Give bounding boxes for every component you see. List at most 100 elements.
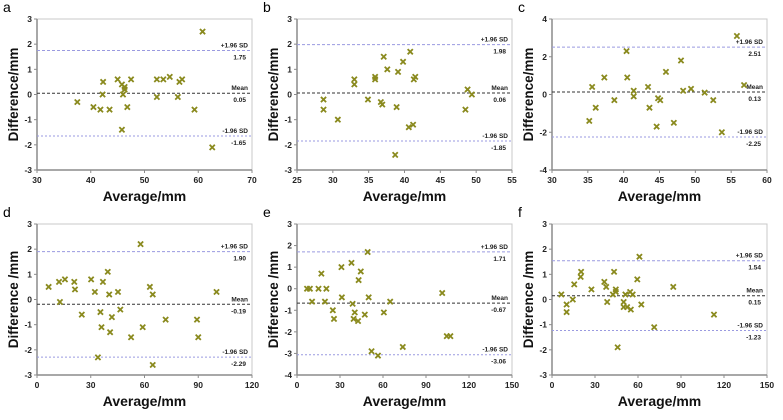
data-point-x-marker (160, 76, 167, 83)
data-point-x-marker (114, 76, 121, 83)
panel-c: c -4 -2 0 2 4 30 35 40 45 50 55 60 Average/mm Differen… (518, 0, 772, 204)
data-point-x-marker (677, 57, 685, 64)
x-tick-label: 150 (760, 380, 774, 390)
x-tick-label: 30 (328, 175, 338, 185)
x-tick-label: 40 (619, 175, 629, 185)
data-point-x-marker (124, 103, 131, 111)
panel-letter: c (518, 0, 525, 15)
data-point-x-marker (106, 106, 113, 113)
data-point-x-marker (603, 298, 611, 306)
data-point-x-marker (374, 352, 382, 359)
x-tick-label: 40 (400, 175, 410, 185)
x-tick-label: 90 (421, 380, 431, 390)
y-tick-label: 3 (27, 14, 32, 24)
data-point-x-marker (320, 96, 327, 103)
data-point-x-marker (45, 283, 52, 291)
data-point-x-marker (462, 106, 469, 113)
y-tick-label: -2 (539, 345, 547, 355)
data-point-x-marker (563, 308, 570, 316)
data-point-x-marker (213, 288, 220, 296)
data-point-x-marker (117, 306, 124, 313)
x-tick-label: 60 (633, 380, 643, 390)
data-point-x-marker (56, 298, 64, 306)
x-tick-label: 90 (194, 380, 204, 390)
data-point-x-marker (393, 103, 400, 111)
y-tick-label: -2 (24, 345, 32, 355)
data-point-x-marker (687, 85, 695, 93)
mean-label: Mean (491, 295, 508, 302)
data-point-x-marker (710, 96, 717, 104)
panel-letter: b (263, 0, 271, 15)
data-point-x-marker (371, 76, 379, 83)
x-tick-label: 30 (590, 380, 600, 390)
data-point-x-marker (195, 334, 202, 341)
y-tick-label: -3 (24, 370, 32, 380)
data-point-x-marker (380, 309, 388, 316)
data-point-x-marker (99, 278, 107, 286)
data-point-x-marker (338, 263, 345, 271)
x-tick-label: 60 (194, 175, 204, 185)
upper-limit-label: +1.96 SD (736, 39, 764, 46)
data-point-x-marker (629, 291, 636, 298)
data-point-x-marker (149, 361, 156, 369)
x-axis-label: Average/mm (103, 188, 187, 204)
data-point-x-marker (199, 28, 206, 35)
data-point-x-marker (108, 313, 116, 321)
data-point-x-marker (98, 323, 105, 331)
data-point-x-marker (740, 81, 748, 89)
x-tick-label: 45 (436, 175, 446, 185)
data-point-x-marker (364, 96, 372, 103)
data-point-x-marker (611, 96, 618, 104)
data-point-x-marker (74, 98, 81, 106)
y-tick-label: 4 (542, 14, 547, 24)
data-point-x-marker (623, 47, 630, 55)
y-tick-label: -1 (284, 115, 292, 125)
data-point-x-marker (162, 316, 169, 323)
y-tick-label: 1 (542, 269, 547, 279)
data-point-x-marker (563, 301, 570, 308)
x-tick-label: 50 (140, 175, 150, 185)
x-tick-label: 35 (583, 175, 593, 185)
y-tick-label: -4 (284, 370, 292, 380)
data-point-x-marker (679, 87, 687, 94)
y-tick-label: 2 (27, 244, 32, 254)
lower-limit-value: -1.85 (491, 145, 506, 152)
y-tick-label: -2 (24, 140, 32, 150)
data-point-x-marker (308, 298, 316, 305)
data-point-x-marker (670, 283, 677, 291)
mean-label: Mean (746, 84, 763, 91)
x-tick-label: 120 (245, 380, 259, 390)
y-tick-label: -1 (284, 305, 292, 315)
upper-limit-label: +1.96 SD (221, 244, 249, 251)
upper-limit-label: +1.96 SD (481, 37, 509, 44)
y-tick-label: 1 (287, 262, 292, 272)
data-point-x-marker (634, 276, 641, 283)
data-point-x-marker (321, 298, 329, 305)
data-point-x-marker (139, 323, 146, 331)
x-tick-label: 60 (378, 380, 388, 390)
mean-label: Mean (231, 296, 248, 303)
lower-limit-label: -1.96 SD (482, 347, 508, 354)
data-point-x-marker (399, 58, 407, 66)
data-point-x-marker (338, 294, 346, 301)
upper-limit-value: 2.51 (748, 51, 761, 58)
data-point-x-marker (601, 278, 608, 286)
data-point-x-marker (78, 311, 86, 318)
data-point-x-marker (586, 117, 593, 125)
data-point-x-marker (55, 278, 63, 286)
data-point-x-marker (650, 323, 658, 331)
y-axis-label: Difference /mm (6, 251, 21, 349)
data-point-x-marker (409, 121, 417, 128)
data-point-x-marker (627, 306, 635, 313)
y-tick-label: -3 (284, 348, 292, 358)
x-tick-label: 150 (505, 380, 519, 390)
lower-limit-value: -2.29 (231, 361, 246, 368)
lower-limit-label: -1.96 SD (737, 322, 763, 329)
y-tick-label: -4 (539, 165, 547, 175)
data-point-x-marker (351, 309, 358, 316)
data-point-x-marker (701, 89, 708, 96)
data-point-x-marker (405, 123, 413, 131)
data-point-x-marker (329, 307, 337, 314)
y-tick-label: 0 (542, 295, 547, 305)
